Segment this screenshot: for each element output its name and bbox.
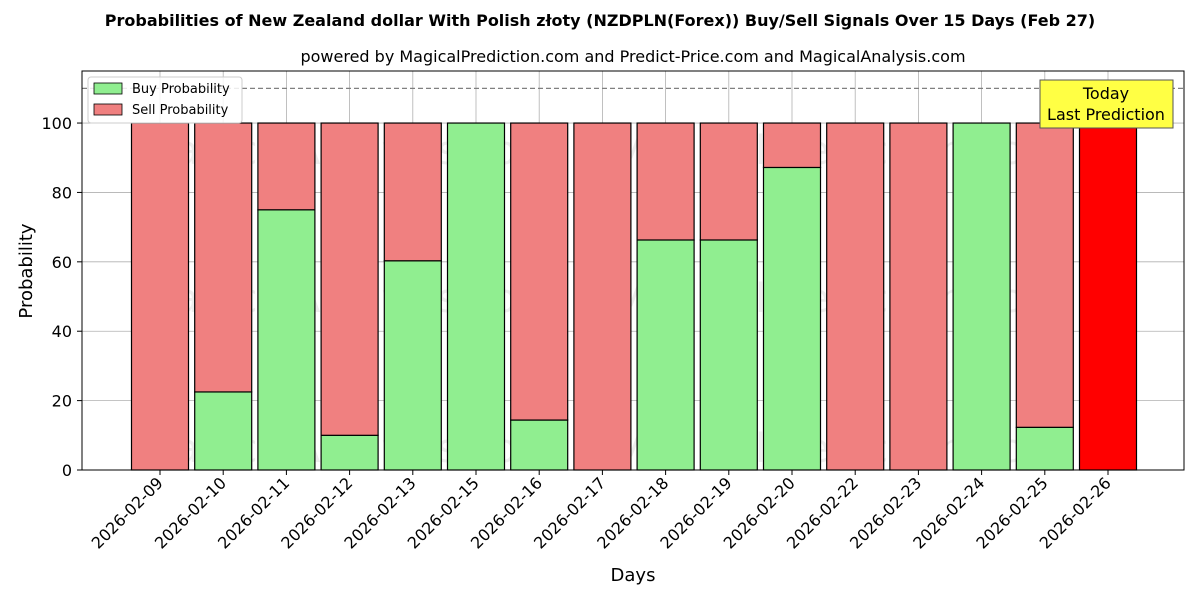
bar-sell-2026-02-11 [257, 122, 316, 211]
y-tick-label: 100 [41, 114, 72, 133]
bar-sell-2026-02-09 [130, 122, 190, 471]
today-annotation-line2: Last Prediction [1047, 105, 1165, 124]
today-annotation: Today Last Prediction [1039, 79, 1174, 129]
y-tick-label: 80 [52, 183, 72, 202]
bar-sell-2026-02-13 [383, 122, 442, 262]
bar-buy-2026-02-24 [952, 122, 1011, 471]
y-tick-label: 40 [52, 322, 72, 341]
bar-sell-2026-02-17 [573, 122, 632, 471]
bar-sell-2026-02-16 [510, 122, 569, 421]
bar-buy-2026-02-19 [699, 239, 758, 471]
bar-sell-2026-02-18 [636, 122, 695, 241]
legend-swatch-buy [93, 82, 123, 95]
chart-subtitle: powered by MagicalPrediction.com and Pre… [300, 47, 965, 66]
bar-sell-2026-02-19 [699, 122, 758, 241]
legend-label-sell: Sell Probability [132, 103, 229, 118]
bar-sell-2026-02-26 [1078, 122, 1138, 471]
bar-buy-2026-02-13 [383, 260, 442, 471]
bar-sell-2026-02-10 [194, 122, 253, 393]
legend-swatch-sell [93, 103, 123, 116]
today-annotation-box [1039, 79, 1174, 129]
bar-sell-2026-02-20 [762, 122, 822, 169]
bar-buy-2026-02-15 [446, 122, 506, 471]
bar-buy-2026-02-20 [762, 166, 822, 471]
y-tick-label: 0 [62, 461, 72, 480]
bar-buy-2026-02-25 [1015, 426, 1074, 471]
bar-sell-2026-02-25 [1015, 122, 1074, 428]
y-axis-label: Probability [16, 223, 37, 318]
y-tick-label: 60 [52, 253, 72, 272]
today-annotation-line1: Today [1082, 84, 1129, 103]
x-axis-label: Days [611, 565, 656, 586]
bar-buy-2026-02-18 [636, 239, 695, 471]
bar-buy-2026-02-12 [320, 434, 379, 471]
chart-title: Probabilities of New Zealand dollar With… [105, 11, 1095, 30]
bar-buy-2026-02-16 [510, 419, 569, 471]
bar-sell-2026-02-12 [320, 122, 379, 436]
bar-buy-2026-02-10 [194, 391, 253, 471]
plot-frame [81, 70, 1185, 471]
bar-sell-2026-02-23 [889, 122, 948, 471]
y-tick-label: 20 [52, 392, 72, 411]
bars-layer [130, 122, 1138, 471]
legend: Buy Probability Sell Probability [87, 76, 243, 124]
bar-buy-2026-02-11 [257, 209, 316, 471]
legend-box [87, 76, 243, 124]
legend-label-buy: Buy Probability [132, 82, 230, 97]
bar-sell-2026-02-22 [826, 122, 885, 471]
